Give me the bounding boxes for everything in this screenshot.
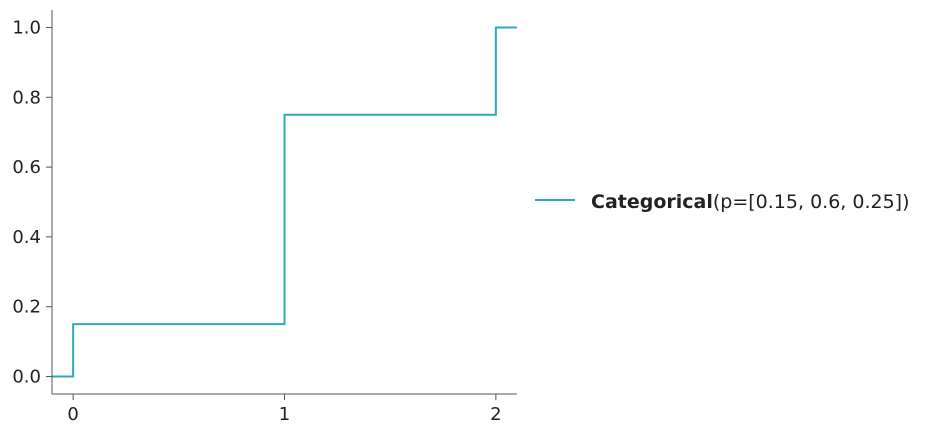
y-tick-label: 0.4	[12, 227, 41, 248]
y-ticks: 0.0 0.2 0.4 0.6 0.8 1.0	[12, 17, 52, 388]
plot-area	[52, 26, 517, 378]
x-ticks: 0 1 2	[67, 394, 502, 425]
legend: Categorical(p=[0.15, 0.6, 0.25])	[535, 191, 910, 213]
x-tick-label: 0	[67, 404, 78, 425]
legend-series-params: (p=[0.15, 0.6, 0.25])	[713, 191, 910, 213]
legend-series-name: Categorical	[591, 191, 713, 213]
y-tick-label: 1.0	[12, 17, 41, 38]
x-tick-label: 1	[279, 404, 290, 425]
y-tick-label: 0.0	[12, 367, 41, 388]
y-tick-label: 0.8	[12, 87, 41, 108]
cdf-series-line	[52, 26, 517, 378]
legend-label: Categorical(p=[0.15, 0.6, 0.25])	[591, 191, 910, 213]
x-tick-label: 2	[490, 404, 501, 425]
y-tick-label: 0.2	[12, 297, 41, 318]
y-tick-label: 0.6	[12, 157, 41, 178]
